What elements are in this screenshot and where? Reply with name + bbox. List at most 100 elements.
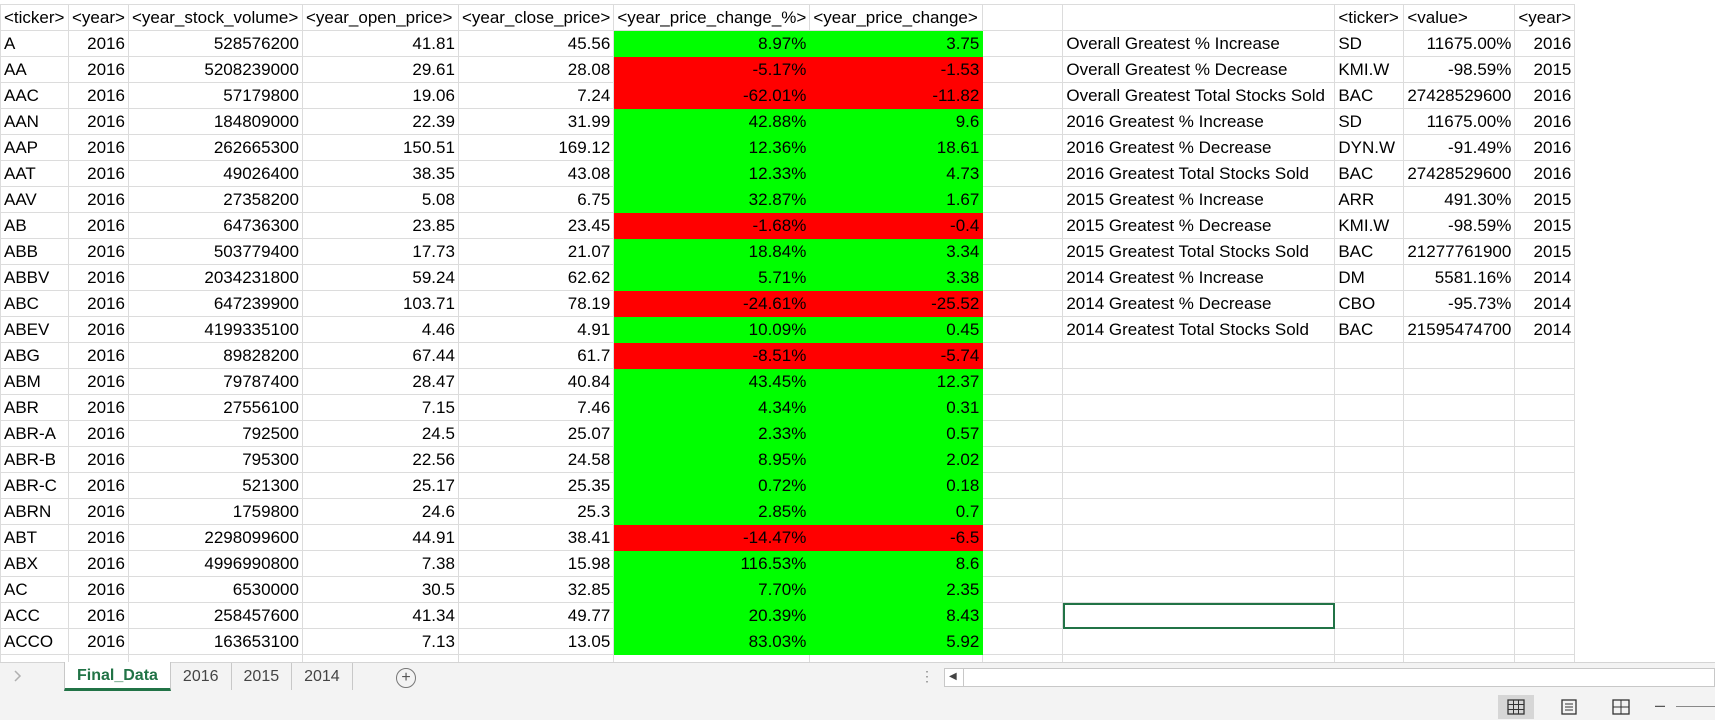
cell-year[interactable]: 2016 bbox=[68, 342, 129, 369]
cell[interactable] bbox=[1403, 446, 1516, 473]
cell-year[interactable]: 2016 bbox=[68, 524, 129, 551]
cell[interactable] bbox=[301, 654, 459, 662]
cell-summary-year[interactable]: 2014 bbox=[1514, 290, 1576, 317]
cell[interactable] bbox=[1514, 446, 1576, 473]
cell-open-price[interactable]: 24.6 bbox=[301, 498, 459, 525]
cell-volume[interactable]: 528576200 bbox=[127, 30, 303, 57]
zoom-out-button[interactable]: – bbox=[1655, 695, 1666, 715]
cell-price-change[interactable]: 3.34 bbox=[809, 238, 984, 265]
cell-summary-year[interactable]: 2016 bbox=[1514, 160, 1576, 187]
cell[interactable] bbox=[1334, 420, 1405, 447]
cell-ticker[interactable]: ACC bbox=[0, 602, 69, 629]
cell[interactable] bbox=[982, 368, 1064, 395]
cell-year[interactable]: 2016 bbox=[68, 420, 129, 447]
cell-price-change-pct[interactable]: 7.70% bbox=[613, 576, 811, 603]
cell-price-change[interactable]: 0.18 bbox=[809, 472, 984, 499]
cell-summary-ticker[interactable]: ARR bbox=[1334, 186, 1405, 213]
cell-year[interactable]: 2016 bbox=[68, 498, 129, 525]
cell[interactable] bbox=[1062, 550, 1336, 577]
cell-year[interactable]: 2016 bbox=[68, 212, 129, 239]
cell[interactable] bbox=[982, 446, 1064, 473]
cell-ticker[interactable]: ABR bbox=[0, 394, 69, 421]
cell-open-price[interactable]: 67.44 bbox=[301, 342, 459, 369]
cell[interactable] bbox=[1062, 446, 1336, 473]
cell-open-price[interactable]: 7.13 bbox=[301, 628, 459, 655]
cell-price-change[interactable]: 0.45 bbox=[809, 316, 984, 343]
cell[interactable] bbox=[982, 264, 1064, 291]
header-price-change-pct[interactable]: <year_price_change_%> bbox=[613, 4, 811, 31]
cell-summary-label[interactable]: 2015 Greatest Total Stocks Sold bbox=[1062, 238, 1336, 265]
cell[interactable] bbox=[982, 498, 1064, 525]
cell-year[interactable]: 2016 bbox=[68, 446, 129, 473]
cell-close-price[interactable]: 32.85 bbox=[457, 576, 615, 603]
cell-summary-ticker[interactable]: KMI.W bbox=[1334, 212, 1405, 239]
cell-close-price[interactable]: 38.41 bbox=[457, 524, 615, 551]
cell-volume[interactable]: 184809000 bbox=[127, 108, 303, 135]
cell-close-price[interactable]: 21.07 bbox=[457, 238, 615, 265]
cell-ticker[interactable]: AAT bbox=[0, 160, 69, 187]
cell[interactable] bbox=[1514, 628, 1576, 655]
cell[interactable] bbox=[982, 238, 1064, 265]
cell-volume[interactable]: 792500 bbox=[127, 420, 303, 447]
cell[interactable] bbox=[1403, 394, 1516, 421]
cell[interactable] bbox=[982, 56, 1064, 83]
cell[interactable] bbox=[1062, 342, 1336, 369]
cell-summary-label[interactable]: 2015 Greatest % Decrease bbox=[1062, 212, 1336, 239]
cell-price-change-pct[interactable]: 116.53% bbox=[613, 550, 811, 577]
cell-close-price[interactable]: 25.35 bbox=[457, 472, 615, 499]
cell[interactable] bbox=[1514, 472, 1576, 499]
cell-summary-year[interactable]: 2016 bbox=[1514, 134, 1576, 161]
cell-open-price[interactable]: 19.06 bbox=[301, 82, 459, 109]
cell-volume[interactable]: 647239900 bbox=[127, 290, 303, 317]
add-sheet-icon[interactable]: + bbox=[396, 668, 416, 688]
cell-summary-label[interactable]: 2014 Greatest % Increase bbox=[1062, 264, 1336, 291]
cell-summary-year[interactable]: 2015 bbox=[1514, 186, 1576, 213]
cell-summary-year[interactable]: 2015 bbox=[1514, 56, 1576, 83]
cell[interactable] bbox=[1403, 420, 1516, 447]
cell[interactable] bbox=[1403, 602, 1516, 629]
cell-open-price[interactable]: 59.24 bbox=[301, 264, 459, 291]
cell-open-price[interactable]: 22.56 bbox=[301, 446, 459, 473]
cell-open-price[interactable]: 7.38 bbox=[301, 550, 459, 577]
cell[interactable] bbox=[1334, 628, 1405, 655]
cell-summary-ticker[interactable]: BAC bbox=[1334, 316, 1405, 343]
cell[interactable] bbox=[68, 654, 129, 662]
sheet-tab-2015[interactable]: 2015 bbox=[232, 663, 293, 690]
cell-year[interactable]: 2016 bbox=[68, 82, 129, 109]
normal-view-icon[interactable] bbox=[1498, 695, 1534, 719]
cell[interactable] bbox=[1062, 628, 1336, 655]
cell[interactable] bbox=[982, 550, 1064, 577]
cell-price-change-pct[interactable]: -24.61% bbox=[613, 290, 811, 317]
cell-ticker[interactable]: AA bbox=[0, 56, 69, 83]
cell-volume[interactable]: 1759800 bbox=[127, 498, 303, 525]
cell-price-change[interactable]: 0.57 bbox=[809, 420, 984, 447]
cell[interactable] bbox=[1403, 628, 1516, 655]
cell[interactable] bbox=[1403, 550, 1516, 577]
cell-close-price[interactable]: 13.05 bbox=[457, 628, 615, 655]
cell-summary-label[interactable]: 2016 Greatest % Increase bbox=[1062, 108, 1336, 135]
cell-summary-value[interactable]: 21595474700 bbox=[1403, 316, 1516, 343]
cell-close-price[interactable]: 23.45 bbox=[457, 212, 615, 239]
cell[interactable] bbox=[1062, 368, 1336, 395]
cell-price-change-pct[interactable]: 10.09% bbox=[613, 316, 811, 343]
cell-price-change-pct[interactable]: 12.33% bbox=[613, 160, 811, 187]
cell-volume[interactable]: 57179800 bbox=[127, 82, 303, 109]
cell-price-change[interactable]: 2.35 bbox=[809, 576, 984, 603]
cell-price-change[interactable]: 12.37 bbox=[809, 368, 984, 395]
cell[interactable] bbox=[982, 316, 1064, 343]
cell-ticker[interactable]: ABX bbox=[0, 550, 69, 577]
cell-close-price[interactable]: 25.07 bbox=[457, 420, 615, 447]
cell-year[interactable]: 2016 bbox=[68, 186, 129, 213]
cell-summary-year[interactable]: 2014 bbox=[1514, 264, 1576, 291]
cell-ticker[interactable]: ABG bbox=[0, 342, 69, 369]
cell-year[interactable]: 2016 bbox=[68, 316, 129, 343]
cell[interactable] bbox=[982, 134, 1064, 161]
cell[interactable] bbox=[982, 654, 1064, 662]
cell-price-change[interactable]: -0.4 bbox=[809, 212, 984, 239]
cell[interactable] bbox=[1403, 472, 1516, 499]
header-price-change[interactable]: <year_price_change> bbox=[809, 4, 984, 31]
cell-open-price[interactable]: 44.91 bbox=[301, 524, 459, 551]
cell[interactable] bbox=[1334, 394, 1405, 421]
cell-summary-value[interactable]: 27428529600 bbox=[1403, 160, 1516, 187]
cell[interactable] bbox=[982, 82, 1064, 109]
